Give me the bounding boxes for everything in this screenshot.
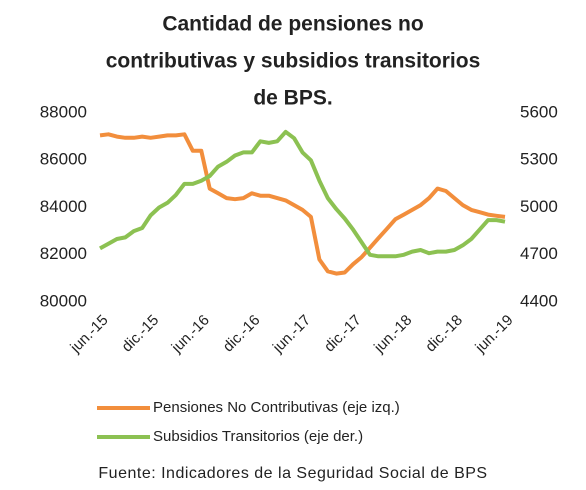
series-line [99, 129, 506, 259]
chart-title: de BPS. [253, 87, 332, 110]
y-tick-label: 80000 [40, 291, 87, 310]
series-line [99, 132, 506, 276]
x-tick-label: jun.-17 [269, 312, 314, 357]
x-tick-label: jun.-18 [370, 312, 415, 357]
x-tick-label: dic.-18 [422, 312, 466, 356]
chart-title: Cantidad de pensiones no [162, 13, 423, 36]
y2-tick-label: 4400 [520, 291, 558, 310]
x-tick-label: dic.-16 [220, 312, 264, 356]
chart-title: contributivas y subsidios transitorios [106, 50, 481, 73]
source-note: Fuente: Indicadores de la Seguridad Soci… [98, 465, 487, 482]
y-tick-label: 88000 [40, 102, 87, 121]
y2-tick-label: 5000 [520, 197, 558, 216]
x-tick-label: jun.-15 [66, 312, 111, 357]
y-tick-label: 82000 [40, 244, 87, 263]
y-tick-label: 86000 [40, 150, 87, 169]
y2-tick-label: 5600 [520, 102, 558, 121]
x-tick-label: dic.-17 [321, 312, 365, 356]
x-tick-label: jun.-16 [168, 312, 213, 357]
x-tick-label: dic.-15 [118, 312, 162, 356]
y-tick-label: 84000 [40, 197, 87, 216]
x-tick-label: jun.-19 [471, 312, 516, 357]
y2-tick-label: 4700 [520, 244, 558, 263]
y2-tick-label: 5300 [520, 150, 558, 169]
legend-label: Subsidios Transitorios (eje der.) [153, 428, 363, 445]
legend-label: Pensiones No Contributivas (eje izq.) [153, 399, 400, 416]
